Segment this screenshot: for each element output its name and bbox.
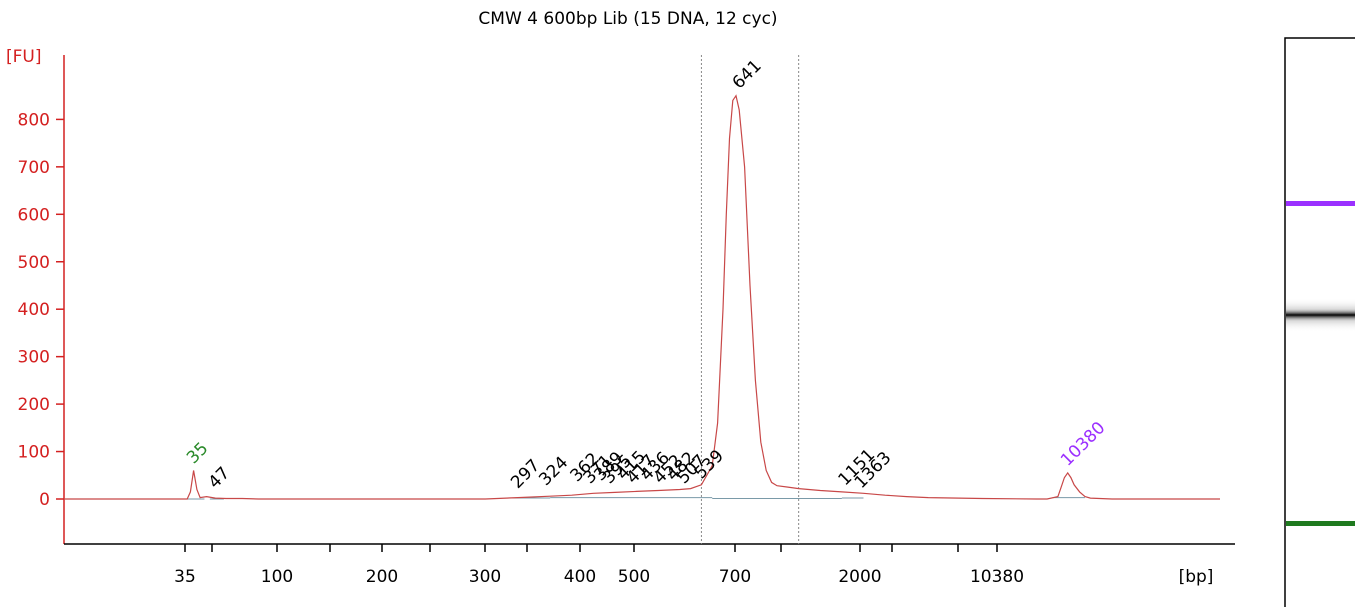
peak-label: 35 bbox=[183, 439, 212, 468]
y-tick-label: 200 bbox=[18, 395, 50, 415]
vertical-markers bbox=[700, 55, 800, 544]
gel-band bbox=[1286, 308, 1355, 322]
peak-label: 47 bbox=[205, 463, 234, 492]
x-tick-label: 400 bbox=[564, 567, 596, 587]
x-tick-label: 2000 bbox=[838, 567, 881, 587]
lower-marker-band bbox=[1286, 521, 1355, 526]
trace-line bbox=[64, 94, 1220, 500]
y-axis-label: [FU] bbox=[6, 47, 42, 67]
chart-title: CMW 4 600bp Lib (15 DNA, 12 cyc) bbox=[478, 9, 777, 29]
peak-label: 641 bbox=[729, 56, 766, 93]
x-ticks: 35 100 200 300 400 500 700 2000 10380 bbox=[174, 544, 1024, 587]
x-tick-label: 200 bbox=[366, 567, 398, 587]
y-tick-label: 700 bbox=[18, 158, 50, 178]
y-tick-label: 0 bbox=[39, 490, 50, 510]
x-tick-label: 700 bbox=[719, 567, 751, 587]
y-tick-label: 400 bbox=[18, 300, 50, 320]
x-tick-label: 10380 bbox=[970, 567, 1024, 587]
y-ticks: 0 100 200 300 400 500 600 700 800 bbox=[18, 110, 64, 510]
y-tick-label: 500 bbox=[18, 253, 50, 273]
x-tick-label: 35 bbox=[174, 567, 196, 587]
y-tick-label: 600 bbox=[18, 205, 50, 225]
y-tick-label: 100 bbox=[18, 443, 50, 463]
x-tick-label: 300 bbox=[469, 567, 501, 587]
peak-label: 10380 bbox=[1057, 418, 1109, 470]
x-tick-label: 100 bbox=[261, 567, 293, 587]
y-tick-label: 800 bbox=[18, 110, 50, 130]
y-tick-label: 300 bbox=[18, 348, 50, 368]
x-axis-label: [bp] bbox=[1179, 567, 1214, 587]
gel-lane bbox=[1284, 37, 1355, 607]
x-tick-label: 500 bbox=[618, 567, 650, 587]
upper-marker-band bbox=[1286, 201, 1355, 206]
